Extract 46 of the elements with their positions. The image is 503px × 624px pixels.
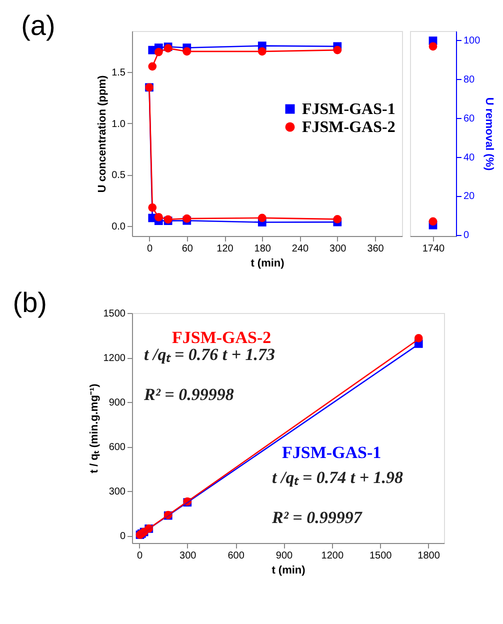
y-tick-label: 1200 xyxy=(103,353,126,364)
x-tick-label: 300 xyxy=(180,550,197,562)
y2-tick-label: 100 xyxy=(464,35,481,46)
y-tick-label: 900 xyxy=(108,398,126,409)
x-tick-label: 120 xyxy=(216,244,234,254)
text: FJSM-GAS-2 xyxy=(172,328,272,347)
annotation: t /qₜ = 0.74 t + 1.98 xyxy=(272,468,404,487)
y-axis-title: t / qₜ (min.g.mg⁻¹) xyxy=(88,383,100,474)
x-tick-label: 1740 xyxy=(422,244,446,254)
y2-axis-title: U removal (%) xyxy=(483,97,496,172)
x-tick-label: 1800 xyxy=(418,550,440,562)
y-axis-title: U concentration (ppm) xyxy=(96,75,109,193)
y-tick-label: 300 xyxy=(108,486,126,498)
chart-title: (a) xyxy=(21,10,56,41)
y-tick-label: 1.0 xyxy=(112,118,126,130)
y-tick-label: 1500 xyxy=(103,308,126,320)
x-axis-title: t (min) xyxy=(250,258,285,270)
y2-tick-label: 0 xyxy=(464,230,470,242)
x-tick-label: 60 xyxy=(182,244,194,254)
series-label: FJSM-GAS-1 xyxy=(282,443,382,462)
x-tick-label: 900 xyxy=(276,550,294,562)
legend-label: FJSM-GAS-2 xyxy=(302,119,396,136)
x-tick-label: 180 xyxy=(254,244,272,254)
x-tick-label: 300 xyxy=(330,244,347,254)
annotation: t /qₜ = 0.76 t + 1.73 xyxy=(144,345,276,364)
y2-tick-label: 80 xyxy=(464,74,476,86)
y-tick-label: 1.5 xyxy=(112,68,126,78)
x-axis-title: t (min) xyxy=(272,564,306,576)
y-tick-label: 0.0 xyxy=(112,221,126,232)
annotation: R² = 0.99997 xyxy=(271,508,364,527)
x-tick-label: 600 xyxy=(228,550,245,562)
legend-label: FJSM-GAS-1 xyxy=(302,101,396,118)
y2-tick-label: 40 xyxy=(464,152,476,164)
y-tick-label: 0.5 xyxy=(112,170,126,181)
x-tick-label: 1500 xyxy=(369,550,392,562)
y2-tick-label: 60 xyxy=(464,113,476,124)
x-tick-label: 360 xyxy=(367,244,384,254)
x-tick-label: 240 xyxy=(292,244,310,254)
y-tick-label: 600 xyxy=(108,442,126,454)
x-tick-label: 0 xyxy=(136,550,143,562)
y-tick-label: 0 xyxy=(120,531,126,542)
x-tick-label: 0 xyxy=(146,244,153,254)
y2-tick-label: 20 xyxy=(464,191,476,202)
chart-title: (b) xyxy=(12,287,47,318)
annotation: R² = 0.99998 xyxy=(143,385,234,404)
x-tick-label: 1200 xyxy=(321,550,344,562)
